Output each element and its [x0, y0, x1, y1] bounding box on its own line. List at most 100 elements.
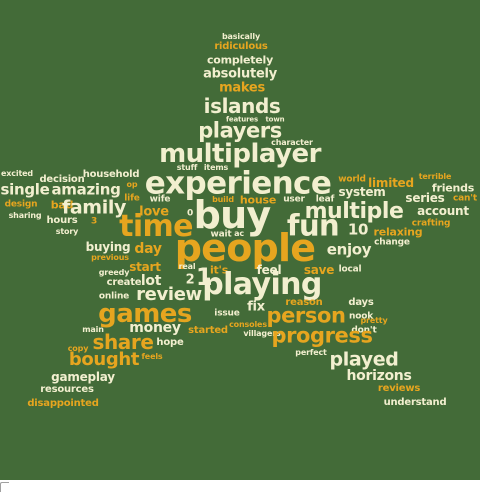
word-feels: feels	[141, 352, 163, 361]
word-days: days	[348, 297, 374, 308]
word-buy: buy	[193, 193, 272, 237]
word-multiple: multiple	[304, 199, 404, 224]
word-lot: lot	[140, 273, 162, 289]
word-progress: progress	[271, 323, 373, 348]
word-experience: experience	[144, 165, 332, 202]
word-relaxing: relaxing	[373, 225, 423, 239]
word-enjoy: enjoy	[326, 240, 372, 259]
word-nook: nook	[348, 311, 374, 322]
word-build: build	[212, 195, 234, 204]
word-3: 3	[90, 216, 98, 227]
word-crafting: crafting	[411, 218, 451, 229]
word-basically: basically	[221, 32, 261, 41]
word-ridiculous: ridiculous	[214, 41, 268, 52]
word-perfect: perfect	[295, 348, 327, 357]
word-items: items	[203, 163, 229, 172]
word-pretty: pretty	[360, 316, 388, 325]
word-islands: islands	[203, 94, 281, 118]
word-main: main	[82, 325, 104, 334]
word-gameplay: gameplay	[51, 370, 115, 384]
word-story: story	[55, 227, 79, 236]
word-multiplayer: multiplayer	[159, 139, 321, 169]
word-life: life	[124, 193, 140, 204]
word-time: time	[119, 209, 193, 244]
word-user: user	[283, 194, 305, 205]
word-reason: reason	[285, 297, 323, 308]
word-buying: buying	[85, 240, 131, 254]
word-feel: feel	[256, 263, 282, 277]
word-stuff: stuff	[176, 163, 198, 172]
word-it's: it's	[209, 263, 229, 277]
word-wife: wife	[149, 194, 171, 205]
word-decision: decision	[39, 174, 85, 185]
word-2: 2	[185, 272, 195, 288]
word-character: character	[271, 138, 313, 147]
word-issue: issue	[214, 308, 240, 319]
word-review: review	[136, 284, 202, 305]
word-resources: resources	[40, 384, 94, 395]
word-design: design	[4, 199, 38, 210]
word-disappointed: disappointed	[27, 398, 99, 409]
word-amazing: amazing	[51, 180, 121, 199]
word-makes: makes	[219, 80, 265, 96]
word-consoles: consoles	[229, 320, 267, 329]
word-completely: completely	[206, 53, 274, 67]
word-started: started	[188, 325, 228, 336]
word-features: features	[225, 115, 259, 124]
word-limited: limited	[368, 176, 414, 190]
word-hours: hours	[46, 215, 78, 226]
word-money: money	[129, 320, 181, 336]
word-reviews: reviews	[377, 383, 421, 394]
word-change: change	[374, 237, 410, 248]
word-understand: understand	[383, 397, 447, 408]
word-house: house	[239, 193, 277, 207]
word-sharing: sharing	[8, 211, 42, 220]
word-share: share	[92, 330, 154, 354]
word-played: played	[329, 348, 399, 371]
word-online: online	[98, 291, 130, 302]
word-people: people	[174, 226, 316, 270]
word-start: start	[129, 260, 161, 274]
word-create: create	[106, 277, 142, 288]
word-don't: don't	[351, 325, 377, 336]
word-ac: ac	[234, 229, 244, 238]
word-save: save	[303, 263, 335, 277]
word-household: household	[82, 169, 140, 180]
word-greedy: greedy	[98, 268, 130, 277]
word-day: day	[134, 241, 162, 257]
word-excited: excited	[1, 169, 33, 178]
word-fix: fix	[247, 299, 265, 315]
word-love: love	[139, 204, 169, 220]
word-leaf: leaf	[315, 194, 335, 205]
word-local: local	[338, 264, 362, 275]
word-copy: copy	[67, 344, 89, 353]
word-playing: playing	[202, 267, 322, 302]
word-friends: friends	[431, 181, 475, 195]
word-games: games	[98, 299, 192, 329]
word-hope: hope	[156, 337, 184, 348]
word-terrible: terrible	[418, 172, 452, 181]
word-villagers: villagers	[243, 329, 281, 338]
word-absolutely: absolutely	[203, 66, 277, 82]
word-1: 1	[195, 263, 213, 291]
word-series: series	[405, 191, 445, 205]
word-world: world	[338, 174, 366, 185]
word-can't: can't	[453, 193, 477, 204]
word-wait: wait	[210, 229, 232, 240]
word-town: town	[265, 115, 285, 124]
word-real: real	[178, 262, 196, 271]
window-corner	[0, 482, 9, 492]
word-system: system	[338, 185, 386, 199]
word-bad: bad	[50, 198, 74, 212]
word-0: 0	[186, 208, 194, 219]
word-horizons: horizons	[346, 368, 412, 384]
word-account: account	[417, 204, 469, 218]
word-players: players	[198, 118, 282, 143]
word-single: single	[0, 180, 50, 199]
word-family: family	[61, 196, 127, 219]
word-op: op	[126, 180, 138, 189]
word-bought: bought	[68, 349, 140, 370]
word-previous: previous	[91, 253, 129, 262]
word-cloud: basically ridiculous completely absolute…	[0, 0, 480, 480]
word-10: 10	[347, 220, 369, 239]
